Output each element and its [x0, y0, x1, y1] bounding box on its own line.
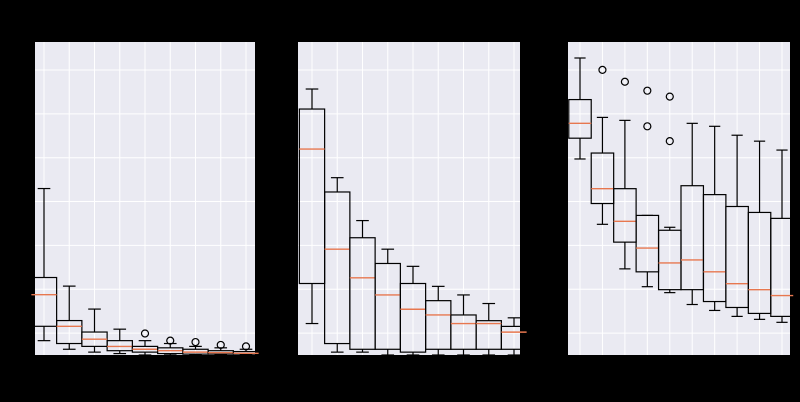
box-7 — [450, 294, 477, 356]
outlier-point — [216, 340, 225, 350]
box-3 — [81, 308, 108, 353]
box-9 — [232, 342, 260, 356]
subplot-2 — [298, 42, 528, 356]
plot-area — [298, 42, 520, 355]
iqr-box — [590, 152, 615, 205]
outlier-point — [140, 329, 150, 338]
box-1 — [568, 57, 592, 160]
outlier-point — [598, 65, 607, 74]
outlier-point — [643, 86, 652, 95]
box-3 — [613, 77, 637, 270]
box-1 — [30, 187, 58, 342]
plot-area — [568, 42, 790, 355]
outlier-point — [665, 92, 674, 101]
iqr-box — [106, 340, 133, 352]
box-9 — [500, 317, 528, 356]
outlier-point — [241, 342, 251, 351]
outlier-point — [643, 122, 652, 131]
iqr-box — [770, 217, 794, 317]
iqr-box — [500, 325, 528, 350]
iqr-box — [568, 98, 592, 139]
subplot-3 — [568, 42, 794, 355]
box-2 — [590, 65, 615, 225]
outlier-point — [166, 336, 175, 345]
box-4 — [106, 328, 133, 355]
outlier-point — [665, 137, 674, 146]
outlier-point — [191, 337, 200, 347]
subplot-1 — [30, 42, 260, 356]
box-10 — [770, 149, 794, 323]
box-7 — [182, 337, 209, 356]
iqr-box — [30, 276, 58, 327]
outlier-point — [620, 77, 629, 86]
box-4 — [635, 86, 660, 288]
